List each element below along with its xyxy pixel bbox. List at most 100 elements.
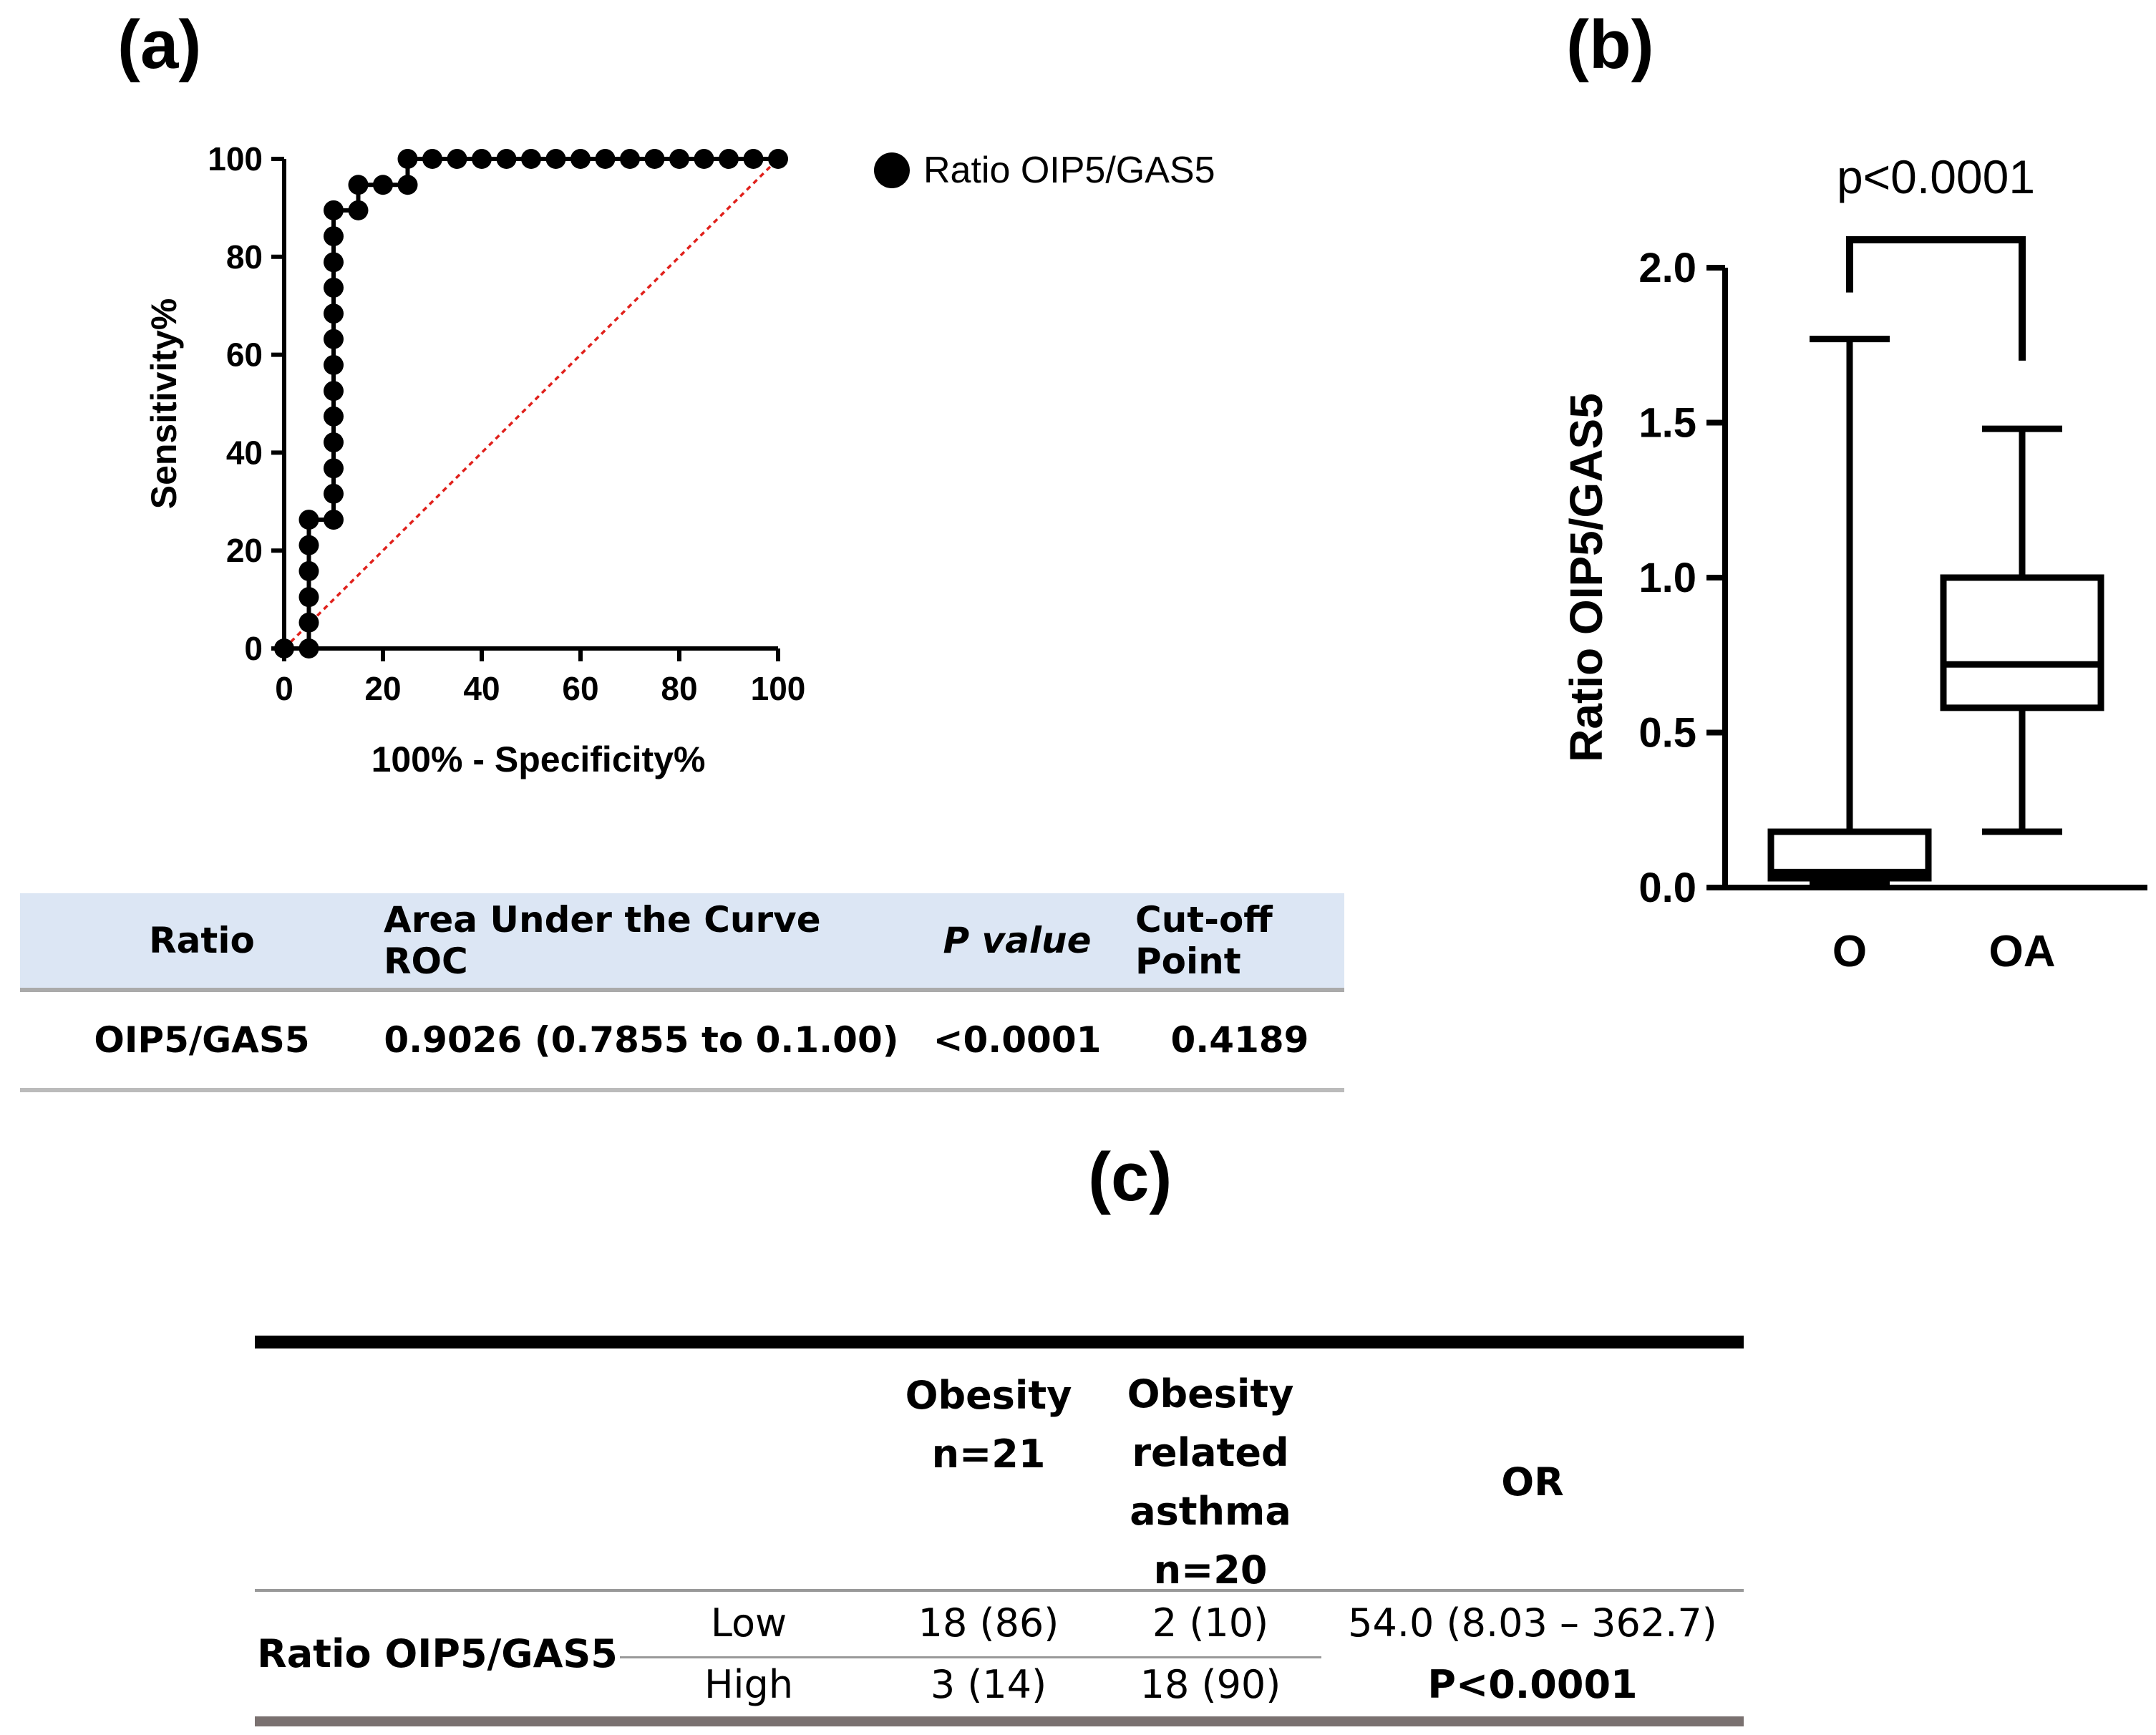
- y-tick-label: 60: [226, 336, 263, 374]
- roc-point: [324, 226, 344, 247]
- roc-point: [521, 149, 541, 169]
- table-header-row: Ratio Area Under the Curve ROC P value C…: [20, 893, 1344, 992]
- x-tick-label: 60: [562, 670, 598, 707]
- roc-point: [545, 149, 566, 169]
- panel-label-c: (c): [1088, 1139, 1172, 1215]
- roc-point: [768, 149, 788, 169]
- roc-point: [447, 149, 467, 169]
- header-ratio: Ratio: [149, 920, 255, 961]
- row-label: Ratio OIP5/GAS5: [257, 1631, 618, 1676]
- roc-point: [324, 252, 344, 273]
- y-tick-label: 0.5: [1638, 710, 1696, 757]
- roc-point: [324, 200, 344, 220]
- panel-label-a: (a): [117, 6, 202, 83]
- roc-point: [620, 149, 640, 169]
- roc-point: [719, 149, 739, 169]
- cell-auc: 0.9026 (0.7855 to 0.1.00): [384, 1019, 899, 1061]
- x-axis-label: 100% - Specificity%: [372, 739, 706, 779]
- x-tick-label: 20: [364, 670, 401, 707]
- bottom-rule: [255, 1716, 1744, 1726]
- cell-ratio: OIP5/GAS5: [94, 1019, 310, 1061]
- y-tick-label: 40: [226, 434, 263, 471]
- top-rule: [255, 1336, 1744, 1348]
- roc-point: [324, 458, 344, 479]
- header-p-value: P value: [943, 920, 1092, 961]
- roc-point: [669, 149, 689, 169]
- y-tick-label: 80: [226, 238, 263, 276]
- y-tick-label: 2.0: [1638, 245, 1696, 291]
- roc-point: [324, 483, 344, 504]
- roc-point: [743, 149, 764, 169]
- roc-point: [298, 587, 319, 608]
- legend-marker: [874, 152, 910, 188]
- roc-point: [373, 175, 393, 195]
- header-or: OR: [1501, 1459, 1564, 1505]
- roc-point: [298, 638, 319, 658]
- roc-point: [472, 149, 492, 169]
- x-tick-label: 0: [275, 670, 293, 707]
- x-tick-label: O: [1832, 927, 1867, 976]
- roc-point: [644, 149, 665, 169]
- legend-label: Ratio OIP5/GAS5: [923, 150, 1215, 191]
- roc-point: [298, 510, 319, 530]
- header-obesity-asthma: Obesity related asthma n=20: [1127, 1371, 1294, 1593]
- y-tick-label: 20: [226, 532, 263, 569]
- level-low: Low: [710, 1600, 787, 1646]
- x-tick-label: 40: [463, 670, 500, 707]
- roc-point: [298, 535, 319, 555]
- header-obesity: Obesity n=21: [905, 1373, 1072, 1477]
- x-tick-label: 80: [661, 670, 697, 707]
- roc-point: [595, 149, 616, 169]
- roc-point: [324, 303, 344, 324]
- roc-summary-table: Ratio Area Under the Curve ROC P value C…: [20, 893, 1344, 1092]
- row-rule: [620, 1656, 1321, 1658]
- level-high: High: [704, 1662, 794, 1707]
- roc-point: [496, 149, 517, 169]
- cell-p-value: <0.0001: [933, 1019, 1102, 1061]
- roc-point: [324, 277, 344, 298]
- cell-or-value: 54.0 (8.03 – 362.7): [1348, 1600, 1717, 1646]
- roc-point: [324, 381, 344, 402]
- y-axis-label: Sensitivity%: [144, 298, 184, 510]
- cell-p-value-c: P<0.0001: [1427, 1662, 1638, 1707]
- significance-bracket: [1846, 236, 2026, 361]
- roc-point: [324, 354, 344, 375]
- roc-point: [324, 406, 344, 427]
- y-axis-label: Ratio OIP5/GAS5: [1560, 393, 1612, 762]
- cell-low-obesity: 18 (86): [918, 1600, 1059, 1646]
- roc-point: [348, 175, 369, 195]
- y-tick-label: 1.5: [1638, 400, 1696, 447]
- roc-point: [422, 149, 442, 169]
- box-iqr: [1940, 574, 2104, 711]
- header-cutoff: Cut-off Point: [1135, 899, 1273, 982]
- roc-point: [324, 329, 344, 349]
- y-tick-label: 100: [208, 140, 263, 178]
- y-tick-label: 0.0: [1638, 865, 1696, 911]
- panel-label-b: (b): [1566, 6, 1654, 83]
- roc-point: [397, 149, 418, 169]
- reference-line: [283, 157, 780, 650]
- roc-point: [694, 149, 714, 169]
- cell-cutoff: 0.4189: [1170, 1019, 1309, 1061]
- roc-point: [348, 200, 369, 220]
- cell-high-asthma: 18 (90): [1140, 1662, 1281, 1707]
- header-rule: [255, 1589, 1744, 1592]
- roc-point: [274, 638, 294, 658]
- boxplot-chart: 0.0 0.5 1.0 1.5 2.0 Ratio OIP5/GAS5 O OA p<0.000…: [1560, 150, 2147, 976]
- y-tick-label: 0: [244, 630, 263, 667]
- roc-chart: 00 20 20 40 40 60 60 80 80 100 100 100% - Specifici…: [144, 140, 1215, 779]
- y-tick-label: 1.0: [1638, 555, 1696, 601]
- table-row: OIP5/GAS5 0.9026 (0.7855 to 0.1.00) <0.0…: [20, 992, 1344, 1092]
- roc-point: [298, 612, 319, 633]
- x-tick-label: 100: [751, 670, 806, 707]
- roc-point: [324, 432, 344, 453]
- roc-point: [324, 510, 344, 530]
- roc-series-line: [284, 157, 778, 651]
- x-tick-label: OA: [1989, 927, 2056, 976]
- roc-point: [397, 175, 418, 195]
- p-value-annotation: p<0.0001: [1837, 150, 2035, 203]
- cell-high-obesity: 3 (14): [930, 1662, 1047, 1707]
- roc-point: [298, 560, 319, 581]
- header-auc: Area Under the Curve ROC: [384, 899, 821, 982]
- cell-low-asthma: 2 (10): [1152, 1600, 1269, 1646]
